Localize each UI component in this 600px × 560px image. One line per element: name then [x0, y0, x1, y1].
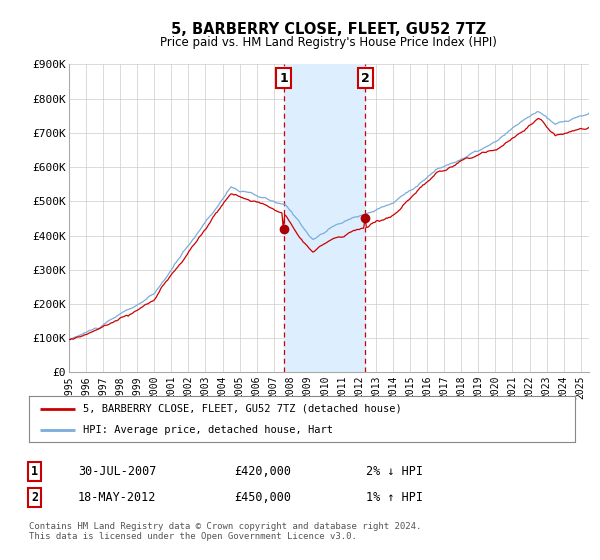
Text: 5, BARBERRY CLOSE, FLEET, GU52 7TZ (detached house): 5, BARBERRY CLOSE, FLEET, GU52 7TZ (deta… [83, 404, 402, 414]
Text: 2: 2 [31, 491, 38, 504]
Text: Contains HM Land Registry data © Crown copyright and database right 2024.
This d: Contains HM Land Registry data © Crown c… [29, 522, 421, 542]
Text: 5, BARBERRY CLOSE, FLEET, GU52 7TZ: 5, BARBERRY CLOSE, FLEET, GU52 7TZ [171, 22, 487, 38]
Text: £420,000: £420,000 [234, 465, 291, 478]
Text: £450,000: £450,000 [234, 491, 291, 504]
Text: 2: 2 [361, 72, 370, 85]
Text: HPI: Average price, detached house, Hart: HPI: Average price, detached house, Hart [83, 425, 334, 435]
Text: 30-JUL-2007: 30-JUL-2007 [78, 465, 157, 478]
Text: 2% ↓ HPI: 2% ↓ HPI [366, 465, 423, 478]
Bar [284, 64, 365, 372]
Text: Price paid vs. HM Land Registry's House Price Index (HPI): Price paid vs. HM Land Registry's House … [160, 36, 497, 49]
Text: 1: 1 [279, 72, 288, 85]
Text: 1% ↑ HPI: 1% ↑ HPI [366, 491, 423, 504]
Text: 18-MAY-2012: 18-MAY-2012 [78, 491, 157, 504]
Text: 1: 1 [31, 465, 38, 478]
